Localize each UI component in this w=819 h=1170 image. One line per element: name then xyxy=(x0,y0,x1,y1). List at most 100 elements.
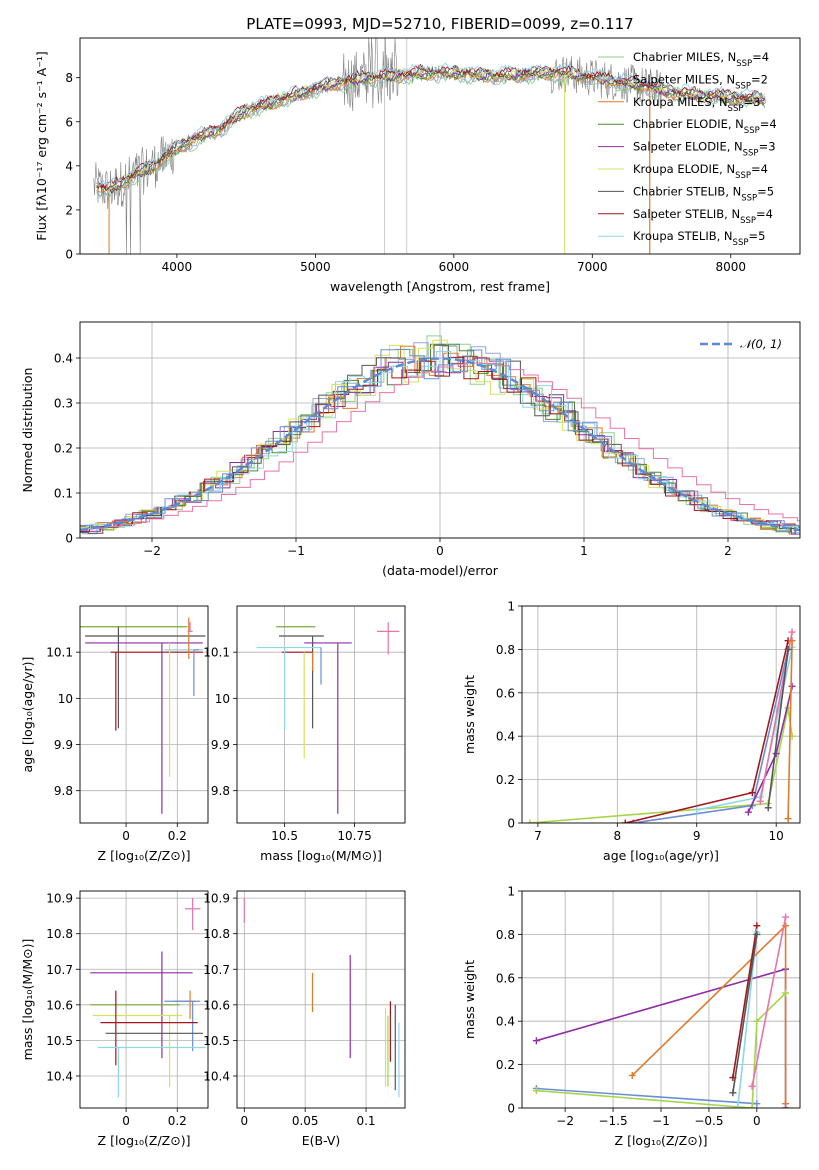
mass-weight-marker xyxy=(772,750,780,758)
x-tick-label: 0.1 xyxy=(356,1114,375,1128)
y-axis-label: mass [log₁₀(M/M⊙)] xyxy=(20,939,35,1061)
panel-mass-weight-vs-Z: −2 −1.5 −1 −0.5 0 0 0.2 0.4 0.6 0.8 1 Z [log₁₀(Z/Z⊙… xyxy=(462,885,801,1148)
axes-frame xyxy=(236,605,406,824)
spectrum-model-line xyxy=(96,63,765,190)
x-axis-label: (data-model)/error xyxy=(382,563,499,578)
y-tick-label: 10.8 xyxy=(203,927,230,941)
x-tick-label: −2 xyxy=(556,1114,574,1128)
panel-spectrum: 4000 5000 6000 7000 8000 0 2 4 6 8 wavelength [Ang… xyxy=(34,37,801,294)
axes-frame xyxy=(521,605,801,824)
mass-weight-line xyxy=(732,934,758,1093)
plot-area-mass-vs-EBV xyxy=(237,891,405,1108)
y-tick-label: 0.6 xyxy=(496,686,515,700)
x-tick-label: 2 xyxy=(724,544,732,558)
panel-mass-weight-vs-age: 7 8 9 10 0 0.2 0.4 0.6 0.8 1 age [log₁₀(age/yr)] ma… xyxy=(462,600,801,863)
y-tick-label: 0.2 xyxy=(496,773,515,787)
axes-frame xyxy=(79,321,801,539)
residuals-legend: 𝒩(0, 1) xyxy=(700,337,782,351)
y-tick-label: 10.9 xyxy=(203,892,230,906)
y-tick-label: 0.2 xyxy=(54,442,73,456)
plot-area-mass-weight-vs-age xyxy=(522,606,800,823)
mass-weight-line xyxy=(751,916,787,1087)
y-tick-label: 9.9 xyxy=(211,738,230,752)
mass-weight-marker xyxy=(744,808,752,816)
y-tick-label: 0.3 xyxy=(54,397,73,411)
y-axis-label: mass weight xyxy=(462,675,477,754)
mass-weight-marker xyxy=(628,1071,636,1079)
y-tick-label: 0.8 xyxy=(496,928,515,942)
y-tick-label: 0 xyxy=(507,817,515,831)
x-tick-label: 8000 xyxy=(715,260,746,274)
mass-weight-line xyxy=(736,932,758,1108)
x-axis-label: Z [log₁₀(Z/Z⊙)] xyxy=(98,1133,191,1148)
panel-age-vs-mass: 10.5 10.75 9.8 9.9 10 10.1 mass [log₁₀(M/M⊙)] xyxy=(203,605,406,863)
y-tick-label: 10.5 xyxy=(203,1034,230,1048)
residual-histogram xyxy=(80,356,800,535)
y-tick-label: 10 xyxy=(58,692,73,706)
x-tick-label: 9 xyxy=(693,829,701,843)
x-tick-label: 0 xyxy=(436,544,444,558)
y-tick-label: 0.2 xyxy=(496,1058,515,1072)
mass-weight-marker xyxy=(753,922,761,930)
legend-label: Salpeter STELIB, NSSP=4 xyxy=(633,207,773,226)
panel-residuals: −2 −1 0 1 2 0 0.1 0.2 0.3 0.4 (data-model)/error No… xyxy=(20,321,801,578)
spectrum-model-line xyxy=(96,69,765,194)
x-tick-label: 0 xyxy=(122,1114,130,1128)
y-axis-label: mass weight xyxy=(462,960,477,1039)
x-tick-label: 0.2 xyxy=(168,1114,187,1128)
mass-weight-marker xyxy=(788,682,796,690)
mass-weight-marker xyxy=(734,1104,742,1108)
y-tick-label: 0 xyxy=(507,1102,515,1116)
y-tick-label: 9.8 xyxy=(211,784,230,798)
y-tick-label: 0.6 xyxy=(496,971,515,985)
y-axis-label: Normed distribution xyxy=(20,368,35,493)
mass-weight-marker xyxy=(753,1100,761,1108)
x-axis-label: E(B-V) xyxy=(302,1133,341,1148)
y-tick-label: 10.6 xyxy=(203,998,230,1012)
y-tick-label: 6 xyxy=(65,115,73,129)
y-tick-label: 2 xyxy=(65,203,73,217)
x-tick-label: 0 xyxy=(753,1114,761,1128)
mass-weight-line xyxy=(767,649,789,808)
x-tick-label: 0.05 xyxy=(292,1114,319,1128)
y-axis-label: age [log₁₀(age/yr)] xyxy=(20,657,35,773)
y-tick-label: 0.4 xyxy=(496,730,515,744)
mass-weight-marker xyxy=(782,1100,790,1108)
y-tick-label: 10.5 xyxy=(46,1034,73,1048)
mass-weight-marker xyxy=(764,804,772,812)
x-tick-label: 10 xyxy=(769,829,784,843)
axes-frame xyxy=(521,890,801,1109)
x-tick-label: −0.5 xyxy=(694,1114,723,1128)
y-axis-label: Flux [fλ10⁻¹⁷ erg cm⁻² s⁻¹ A⁻¹] xyxy=(34,51,49,240)
mass-weight-marker xyxy=(526,819,534,823)
mass-weight-marker xyxy=(782,913,790,921)
residual-histogram xyxy=(80,349,800,529)
x-tick-label: 5000 xyxy=(300,260,331,274)
y-tick-label: 0 xyxy=(65,532,73,546)
mass-weight-marker xyxy=(693,806,701,814)
plot-area-residuals xyxy=(80,322,800,538)
mass-weight-marker xyxy=(782,989,790,997)
mass-weight-marker xyxy=(621,819,629,823)
x-tick-label: 7000 xyxy=(577,260,608,274)
legend-label: 𝒩(0, 1) xyxy=(740,337,782,351)
plot-area-mass-weight-vs-Z xyxy=(522,891,800,1108)
y-tick-label: 10.7 xyxy=(46,963,73,977)
x-axis-label: wavelength [Angstrom, rest frame] xyxy=(330,279,550,294)
y-tick-label: 10.1 xyxy=(203,646,230,660)
y-tick-label: 10.7 xyxy=(203,963,230,977)
legend-label: Kroupa ELODIE, NSSP=4 xyxy=(633,162,768,181)
legend-label: Kroupa MILES, NSSP=3 xyxy=(633,95,760,114)
mass-weight-line xyxy=(732,925,758,1078)
x-tick-label: −1 xyxy=(652,1114,670,1128)
x-tick-label: −2 xyxy=(143,544,161,558)
mass-weight-marker xyxy=(532,1087,540,1095)
legend-label: Chabrier STELIB, NSSP=5 xyxy=(633,184,774,203)
spectrum-model-line xyxy=(96,66,766,194)
y-tick-label: 0.8 xyxy=(496,643,515,657)
y-tick-label: 10.8 xyxy=(46,927,73,941)
x-tick-label: −1 xyxy=(287,544,305,558)
x-axis-label: age [log₁₀(age/yr)] xyxy=(603,848,719,863)
x-axis-label: Z [log₁₀(Z/Z⊙)] xyxy=(615,1133,708,1148)
